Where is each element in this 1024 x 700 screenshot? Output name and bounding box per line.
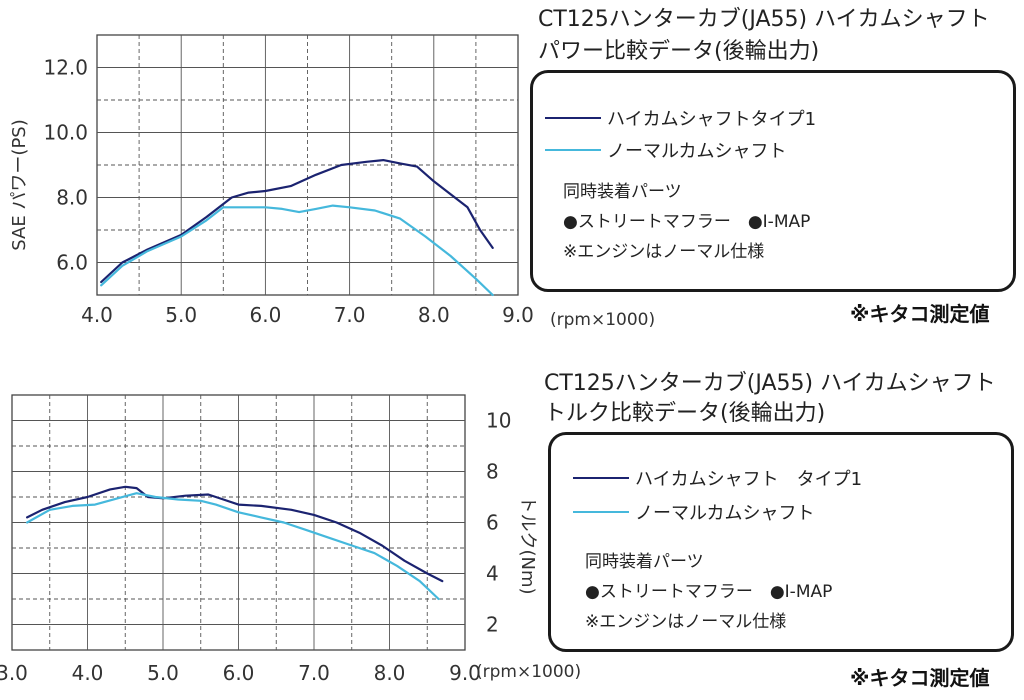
power-y-tick-label: 6.0	[56, 251, 88, 275]
power-legend-hicam-label: ハイカムシャフトタイプ1	[607, 109, 817, 130]
power-legend-normal: ノーマルカムシャフト	[545, 137, 786, 163]
torque-y-tick-label: 10	[486, 409, 511, 433]
torque-y-tick-label: 6	[486, 511, 499, 535]
torque-title-line1: CT125ハンターカブ(JA55) ハイカムシャフト	[544, 371, 996, 396]
torque-title-line2: トルク比較データ(後輪出力)	[544, 401, 826, 426]
torque-series-hicam-line	[26, 485, 444, 583]
power-title-line2: パワー比較データ(後輪出力)	[538, 39, 820, 64]
power-y-tick-label: 10.0	[43, 121, 88, 145]
torque-legend-hicam-swatch	[573, 476, 629, 480]
power-measured-note: ※キタコ測定値	[850, 302, 990, 326]
torque-x-tick-label: 7.0	[298, 661, 330, 685]
torque-legend-box: ハイカムシャフト タイプ1 ノーマルカムシャフト 同時装着パーツ ●ストリートマ…	[548, 432, 1014, 652]
power-y-tick-label: 8.0	[56, 186, 88, 210]
torque-y-tick-label: 2	[486, 613, 499, 637]
torque-legend-normal-label: ノーマルカムシャフト	[635, 503, 815, 524]
power-parts-title: 同時装着パーツ	[563, 182, 682, 202]
torque-x-tick-label: 9.0	[449, 661, 481, 685]
power-series-normal-line	[100, 204, 494, 297]
power-x-tick-label: 6.0	[249, 303, 281, 327]
torque-x-unit-label: (rpm×1000)	[476, 662, 581, 682]
power-x-unit-label: (rpm×1000)	[550, 310, 655, 330]
power-legend-hicam-swatch	[545, 116, 601, 120]
torque-measured-note: ※キタコ測定値	[850, 666, 990, 690]
torque-y-axis-title: トルク(Nm)	[517, 495, 538, 594]
power-parts-block: 同時装着パーツ ●ストリートマフラー ●I-MAP ※エンジンはノーマル仕様	[563, 177, 810, 267]
power-legend-normal-swatch	[545, 148, 601, 152]
torque-legend-hicam: ハイカムシャフト タイプ1	[573, 465, 862, 491]
torque-parts-line: ●ストリートマフラー ●I-MAP	[585, 582, 833, 602]
power-x-tick-label: 7.0	[334, 303, 366, 327]
torque-parts-block: 同時装着パーツ ●ストリートマフラー ●I-MAP ※エンジンはノーマル仕様	[585, 547, 832, 637]
power-parts-note: ※エンジンはノーマル仕様	[563, 242, 765, 262]
torque-legend-normal-swatch	[573, 510, 629, 514]
torque-x-tick-label: 6.0	[223, 661, 255, 685]
power-series-hicam-line	[100, 159, 494, 284]
torque-y-tick-label: 8	[486, 460, 499, 484]
power-legend-normal-label: ノーマルカムシャフト	[607, 141, 787, 162]
torque-x-tick-label: 8.0	[374, 661, 406, 685]
torque-parts-title: 同時装着パーツ	[585, 552, 704, 572]
torque-y-tick-label: 4	[486, 562, 499, 586]
power-y-axis-title: SAE パワー(PS)	[9, 119, 30, 251]
torque-series-normal-line	[26, 492, 440, 601]
torque-legend-normal: ノーマルカムシャフト	[573, 499, 814, 525]
power-x-tick-label: 4.0	[81, 303, 113, 327]
power-x-tick-label: 8.0	[418, 303, 450, 327]
torque-x-tick-label: 3.0	[0, 661, 28, 685]
power-parts-line: ●ストリートマフラー ●I-MAP	[563, 212, 811, 232]
torque-parts-note: ※エンジンはノーマル仕様	[585, 612, 787, 632]
power-legend-box: ハイカムシャフトタイプ1 ノーマルカムシャフト 同時装着パーツ ●ストリートマフ…	[530, 70, 1016, 292]
torque-legend-hicam-label: ハイカムシャフト タイプ1	[635, 469, 863, 490]
power-title-line1: CT125ハンターカブ(JA55) ハイカムシャフト	[538, 7, 990, 32]
torque-x-tick-label: 4.0	[72, 661, 104, 685]
power-x-tick-label: 5.0	[165, 303, 197, 327]
power-y-tick-label: 12.0	[43, 56, 88, 80]
power-legend-hicam: ハイカムシャフトタイプ1	[545, 105, 816, 131]
power-x-tick-label: 9.0	[502, 303, 534, 327]
torque-x-tick-label: 5.0	[147, 661, 179, 685]
